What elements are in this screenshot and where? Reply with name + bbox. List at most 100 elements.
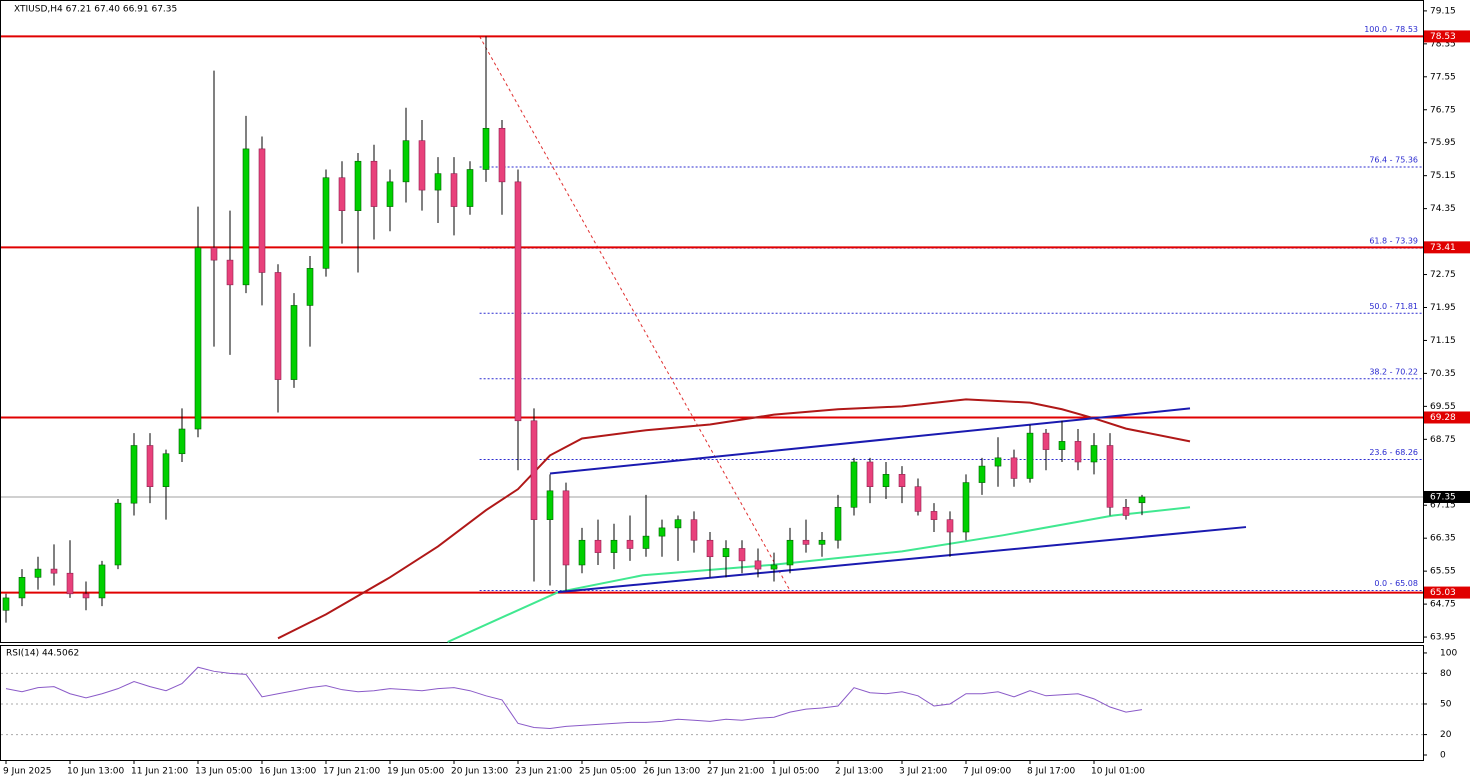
y-tick-label: 71.95 [1430, 303, 1456, 313]
fib-label: 76.4 - 75.36 [1369, 156, 1418, 165]
candle-body [1138, 496, 1146, 504]
x-tick-label: 20 Jun 13:00 [451, 767, 508, 777]
candle-body [50, 568, 58, 574]
fib-label: 100.0 - 78.53 [1364, 25, 1418, 34]
y-tick-label: 76.75 [1430, 105, 1456, 115]
fib-label: 0.0 - 65.08 [1374, 579, 1418, 588]
rsi-header: RSI(14) 44.5062 [6, 649, 79, 659]
x-tick-label: 13 Jun 05:00 [195, 767, 252, 777]
candle-body [546, 490, 554, 520]
candle-body [1090, 445, 1098, 463]
price-box [1424, 411, 1470, 424]
candle-body [466, 169, 474, 207]
candle-body [866, 461, 874, 487]
y-tick-label: 78.35 [1430, 39, 1456, 49]
candle-body [178, 428, 186, 455]
fib-label: 61.8 - 73.39 [1369, 237, 1418, 246]
candle-body [306, 268, 314, 306]
rsi-line [5, 666, 1143, 729]
candle-body [210, 247, 218, 261]
candle-body [370, 160, 378, 207]
candle-body [194, 247, 202, 430]
candle-body [162, 453, 170, 487]
candle-body [274, 272, 282, 380]
y-tick-label: 77.55 [1430, 72, 1456, 82]
candle-body [754, 560, 762, 570]
candle-body [290, 305, 298, 380]
y-tick-label: 74.35 [1430, 204, 1456, 214]
candle-body [1042, 432, 1050, 450]
candle-body [434, 173, 442, 191]
candle-body [450, 173, 458, 207]
fib-label: 38.2 - 70.22 [1369, 367, 1418, 376]
candle-body [738, 548, 746, 562]
y-tick-label: 75.95 [1430, 138, 1456, 148]
candle-body [322, 177, 330, 269]
indicator-line [447, 506, 1191, 643]
price-box [1424, 241, 1470, 254]
candle-body [258, 148, 266, 273]
candle-body [562, 490, 570, 566]
candle-body [770, 564, 778, 570]
x-tick-label: 8 Jul 17:00 [1027, 767, 1076, 777]
indicator-line [557, 526, 1247, 594]
candle-body [354, 160, 362, 211]
y-tick-label: 68.75 [1430, 435, 1456, 445]
candle-body [1074, 441, 1082, 463]
y-tick-label: 67.15 [1430, 501, 1456, 511]
main-panel [0, 0, 1424, 643]
candle-body [594, 539, 602, 553]
symbol-header: XTIUSD,H4 67.21 67.40 66.91 67.35 [14, 5, 177, 15]
price-box [1424, 490, 1470, 503]
price-box-label: 69.28 [1430, 413, 1456, 423]
candle-body [1058, 441, 1066, 450]
price-box-label: 73.41 [1430, 243, 1456, 253]
candle-body [226, 259, 234, 286]
rsi-tick-label: 50 [1440, 699, 1452, 709]
y-tick-label: 75.15 [1430, 171, 1456, 181]
candle-body [418, 140, 426, 191]
candle-body [690, 519, 698, 541]
candle-body [818, 539, 826, 545]
x-tick-label: 19 Jun 05:00 [387, 767, 444, 777]
candle-body [1106, 445, 1114, 508]
price-box-label: 78.53 [1430, 32, 1456, 42]
rsi-panel [0, 645, 1424, 761]
fib-label: 50.0 - 71.81 [1369, 302, 1418, 311]
candle-body [626, 539, 634, 549]
candle-body [98, 564, 106, 599]
x-tick-label: 25 Jun 05:00 [579, 767, 636, 777]
fib-trend [479, 36, 791, 591]
candle-body [146, 445, 154, 487]
candle-body [802, 539, 810, 545]
x-tick-label: 10 Jun 13:00 [67, 767, 124, 777]
candle-body [498, 127, 506, 183]
price-box [1424, 586, 1470, 599]
x-tick-label: 2 Jul 13:00 [835, 767, 884, 777]
x-tick-label: 11 Jun 21:00 [131, 767, 188, 777]
candle-body [338, 177, 346, 211]
candle-body [642, 535, 650, 549]
y-tick-label: 70.35 [1430, 369, 1456, 379]
candle-body [786, 539, 794, 566]
y-tick-label: 69.55 [1430, 402, 1456, 412]
y-tick-label: 71.15 [1430, 336, 1456, 346]
candle-body [1010, 457, 1018, 479]
y-tick-label: 63.95 [1430, 633, 1456, 643]
candle-body [914, 486, 922, 512]
candle-body [706, 539, 714, 558]
candle-body [674, 519, 682, 529]
x-tick-label: 23 Jun 21:00 [515, 767, 572, 777]
rsi-tick-label: 80 [1440, 669, 1452, 679]
candle-body [930, 511, 938, 520]
y-tick-label: 79.15 [1430, 6, 1456, 16]
candle-body [34, 568, 42, 578]
price-box [1424, 30, 1470, 43]
price-box-label: 67.35 [1430, 492, 1456, 502]
x-tick-label: 26 Jun 13:00 [643, 767, 700, 777]
candle-body [2, 597, 10, 611]
candle-body [18, 577, 26, 599]
candle-body [482, 127, 490, 170]
rsi-tick-label: 100 [1440, 648, 1457, 658]
